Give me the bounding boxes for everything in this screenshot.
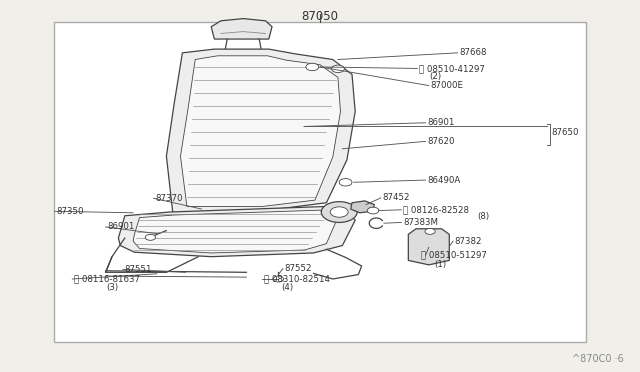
Text: Ⓑ 08116-81637: Ⓑ 08116-81637 — [74, 275, 140, 283]
Circle shape — [425, 228, 435, 234]
Text: Ⓢ 08510-41297: Ⓢ 08510-41297 — [419, 64, 485, 73]
Circle shape — [339, 179, 352, 186]
Text: 87050: 87050 — [301, 10, 339, 23]
Text: 87370: 87370 — [155, 194, 182, 203]
Polygon shape — [118, 206, 355, 257]
Polygon shape — [211, 19, 272, 39]
Text: 87620: 87620 — [428, 137, 455, 146]
Text: 87650: 87650 — [552, 128, 579, 137]
Text: (8): (8) — [477, 212, 489, 221]
Circle shape — [145, 234, 156, 240]
Text: (2): (2) — [429, 72, 441, 81]
Circle shape — [321, 202, 357, 222]
Text: ^870C0 ·6: ^870C0 ·6 — [572, 354, 624, 364]
Polygon shape — [133, 210, 337, 253]
Circle shape — [306, 63, 319, 71]
Text: 87383M: 87383M — [403, 218, 438, 227]
Text: 87000E: 87000E — [430, 81, 463, 90]
Polygon shape — [180, 56, 340, 206]
Circle shape — [273, 276, 284, 282]
Polygon shape — [166, 49, 355, 213]
Circle shape — [332, 65, 344, 73]
Text: 87552: 87552 — [284, 264, 312, 273]
Text: Ⓑ 08126-82528: Ⓑ 08126-82528 — [403, 205, 469, 214]
Circle shape — [330, 207, 348, 217]
Text: 86901: 86901 — [428, 118, 455, 127]
Circle shape — [367, 207, 379, 214]
FancyBboxPatch shape — [54, 22, 586, 342]
Text: 87350: 87350 — [56, 207, 84, 216]
Polygon shape — [351, 201, 374, 213]
Text: 87551: 87551 — [124, 265, 152, 274]
Text: (1): (1) — [434, 260, 446, 269]
Text: 87668: 87668 — [460, 48, 487, 57]
Text: (3): (3) — [106, 283, 118, 292]
Text: Ⓢ 08510-51297: Ⓢ 08510-51297 — [421, 251, 487, 260]
Text: 86490A: 86490A — [428, 176, 461, 185]
Text: 87452: 87452 — [383, 193, 410, 202]
Text: 87382: 87382 — [454, 237, 482, 246]
Text: 86901: 86901 — [108, 222, 135, 231]
Text: (4): (4) — [282, 283, 294, 292]
Polygon shape — [408, 229, 449, 265]
Text: Ⓢ 08310-82514: Ⓢ 08310-82514 — [264, 275, 330, 283]
